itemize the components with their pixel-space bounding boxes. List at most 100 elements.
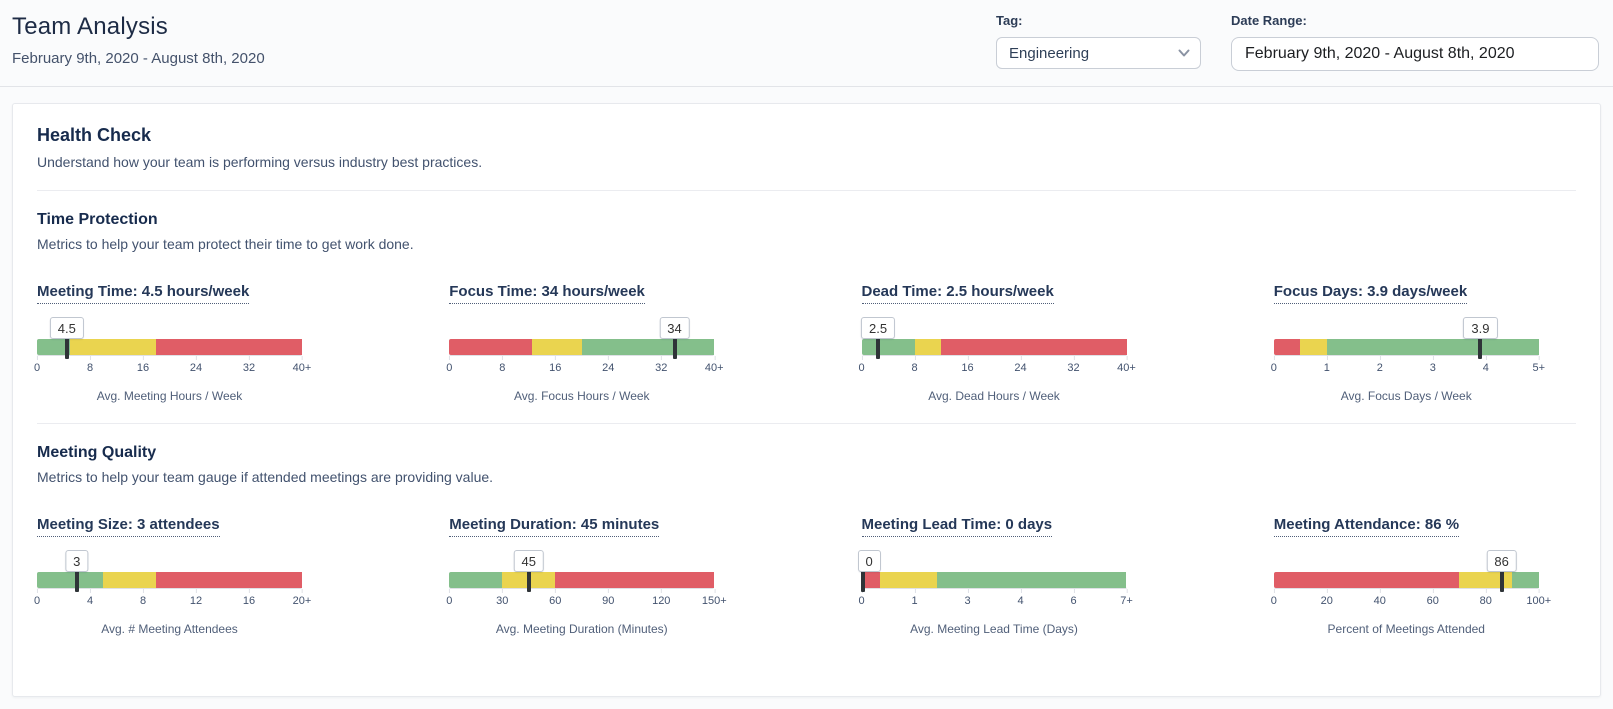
gauge-segment-red [1273, 572, 1460, 588]
gauge-segment-green [37, 339, 71, 355]
tick-label: 32 [655, 356, 668, 374]
tag-label: Tag: [996, 13, 1023, 28]
gauge-axis: 0 4 8 12 16 20+ [34, 589, 311, 611]
tick-label: 60 [1426, 589, 1439, 607]
health-check-subtitle: Understand how your team is performing v… [37, 154, 483, 170]
tick-label: 8 [911, 356, 918, 374]
gauge-title[interactable]: Dead Time: 2.5 hours/week [861, 283, 1054, 304]
gauge-marker [526, 567, 531, 592]
page-title: Team Analysis [12, 13, 168, 40]
gauge-caption: Avg. Meeting Lead Time (Days) [910, 622, 1078, 636]
gauge-value-label: 2.5 [861, 317, 896, 339]
tick-label: 8 [139, 589, 147, 607]
gauge-title[interactable]: Focus Time: 34 hours/week [449, 283, 645, 304]
gauge-chart: 3 0 4 8 12 16 20+ Avg. # Meeting Attendees [34, 546, 311, 636]
gauge-marker [672, 334, 677, 359]
gauge-title[interactable]: Meeting Duration: 45 minutes [449, 516, 660, 537]
gauge-caption: Avg. Meeting Hours / Week [96, 389, 243, 403]
divider [37, 190, 1576, 191]
tick-label: 40+ [704, 356, 724, 374]
tick-label: 8 [499, 356, 506, 374]
gauge: Meeting Attendance: 86 % 86 0 20 40 60 80 100… [1271, 516, 1576, 636]
tick-label: 30 [496, 589, 509, 607]
gauge-chart: 3.9 0 1 2 3 4 5+ Avg. Focus Days / Week [1270, 313, 1545, 403]
date-range-control: Date Range: [1231, 13, 1599, 71]
gauge-title[interactable]: Meeting Size: 3 attendees [37, 516, 220, 537]
gauge: Focus Time: 34 hours/week 34 0 8 16 24 32 40+… [446, 283, 751, 403]
tick-label: 16 [136, 356, 150, 374]
gauge-segment-yellow [103, 572, 157, 588]
gauge: Dead Time: 2.5 hours/week 2.5 0 8 16 24 32 40… [858, 283, 1164, 403]
tick-label: 32 [242, 356, 256, 374]
gauge-title[interactable]: Focus Days: 3.9 days/week [1273, 283, 1468, 304]
tick-label: 8 [86, 356, 94, 374]
tick-label: 16 [549, 356, 562, 374]
gauge-marker [876, 334, 881, 359]
tick-label: 40 [1373, 589, 1386, 607]
gauge-caption: Avg. # Meeting Attendees [101, 622, 238, 636]
tick-label: 1 [1323, 356, 1330, 374]
gauge-bar [860, 567, 1127, 592]
gauge-segment-yellow [1459, 572, 1513, 588]
divider [37, 423, 1576, 424]
tick-label: 24 [602, 356, 615, 374]
page-subtitle: February 9th, 2020 - August 8th, 2020 [12, 50, 265, 67]
gauge-segment-yellow [70, 339, 157, 355]
gauge-segment-green [1512, 572, 1539, 588]
gauge-chart: 0 0 1 3 4 6 7+ Avg. Meeting Lead Time (Days) [857, 546, 1133, 636]
page-header-left: Team Analysis February 9th, 2020 - Augus… [12, 13, 265, 67]
tick-label: 0 [446, 356, 453, 374]
gauge: Meeting Duration: 45 minutes 45 0 30 60 90 1… [446, 516, 751, 636]
gauge-value-label-row: 45 [449, 546, 714, 572]
tick-label: 3 [1429, 356, 1436, 374]
tick-label: 16 [961, 356, 974, 374]
tick-label: 40+ [292, 356, 312, 374]
tag-select[interactable]: Engineering [996, 37, 1201, 69]
gauge-title[interactable]: Meeting Lead Time: 0 days [861, 516, 1053, 537]
tick-label: 100+ [1526, 589, 1552, 607]
tick-label: 32 [1067, 356, 1080, 374]
gauge-caption: Avg. Focus Hours / Week [513, 389, 650, 403]
tick-label: 7+ [1120, 589, 1133, 607]
date-range-label: Date Range: [1231, 13, 1307, 28]
gauge-value-label-row: 86 [1274, 546, 1539, 572]
gauge-caption: Avg. Meeting Duration (Minutes) [495, 622, 668, 636]
gauge-value-label: 34 [659, 317, 690, 339]
tick-label: 3 [964, 589, 971, 607]
gauge-axis: 0 8 16 24 32 40+ [446, 356, 724, 378]
gauge-bar [449, 567, 715, 592]
section-subtitle: Metrics to help your team protect their … [37, 236, 414, 252]
tick-label: 20 [1320, 589, 1333, 607]
gauge-segment-red [941, 339, 1127, 355]
gauge-bar [1273, 567, 1539, 592]
tick-label: 150+ [701, 589, 727, 607]
date-range-input[interactable] [1231, 37, 1599, 71]
gauge: Meeting Size: 3 attendees 3 0 4 8 12 16 20+ A… [34, 516, 339, 636]
gauge-value-label-row: 3 [37, 546, 302, 572]
tick-label: 20+ [292, 589, 312, 607]
gauge-title[interactable]: Meeting Attendance: 86 % [1273, 516, 1460, 537]
tick-label: 90 [602, 589, 615, 607]
gauge-segment-red [156, 572, 302, 588]
gauge: Focus Days: 3.9 days/week 3.9 0 1 2 3 4 5+ Av… [1270, 283, 1576, 403]
tick-label: 2 [1376, 356, 1383, 374]
gauge-value-label: 4.5 [49, 317, 84, 339]
tick-label: 0 [1270, 356, 1277, 374]
tick-label: 24 [1014, 356, 1027, 374]
gauge-segment-yellow [1300, 339, 1327, 355]
tick-label: 4 [1482, 356, 1489, 374]
tick-label: 80 [1479, 589, 1492, 607]
gauge-axis: 0 8 16 24 32 40+ [34, 356, 311, 378]
gauge-value-label-row: 34 [449, 313, 714, 339]
gauge: Meeting Time: 4.5 hours/week 4.5 0 8 16 24 3… [34, 283, 339, 403]
gauge-marker [1478, 334, 1483, 359]
gauge-segment-red [555, 572, 715, 588]
gauge-segment-red [449, 339, 533, 355]
tick-label: 6 [1070, 589, 1077, 607]
gauge-marker [74, 567, 79, 592]
gauge-marker [1499, 567, 1504, 592]
gauge-title[interactable]: Meeting Time: 4.5 hours/week [37, 283, 250, 304]
tick-label: 4 [86, 589, 94, 607]
gauge-caption: Percent of Meetings Attended [1327, 622, 1485, 636]
tick-label: 0 [446, 589, 453, 607]
